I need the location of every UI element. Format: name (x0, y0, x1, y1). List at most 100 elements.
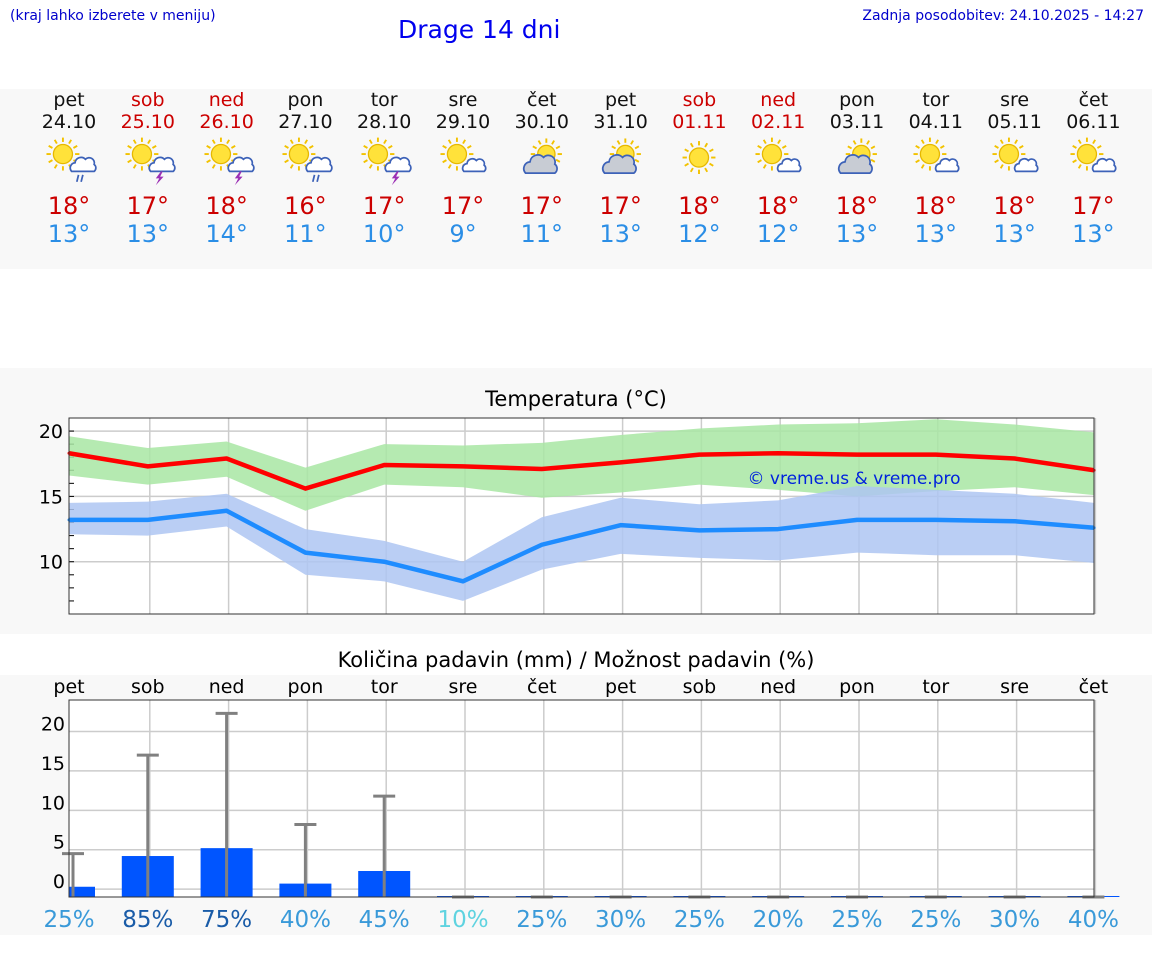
precip-probability-label: 25% (516, 907, 567, 933)
sun-ray (146, 139, 151, 145)
day-date: 03.11 (829, 111, 885, 133)
day-max-temp: 17° (441, 192, 485, 220)
day-max-temp: 17° (520, 192, 564, 220)
sun-shape (440, 137, 474, 171)
min-temp-point (776, 527, 780, 531)
sun-ray (782, 145, 787, 149)
x-category-label: čet (1079, 676, 1109, 698)
sun-disc (689, 147, 710, 168)
sun-ray (634, 145, 639, 150)
sun-ray (48, 145, 53, 149)
sun-ray (466, 145, 472, 149)
precip-probability-label: 25% (910, 907, 961, 933)
day-min-temp: 12° (756, 220, 800, 248)
sun-ray (290, 164, 295, 169)
precip-probability-label: 25% (43, 907, 94, 933)
precipitation-chart-title: Količina padavin (mm) / Možnost padavin … (337, 648, 815, 672)
max-temp-line (68, 451, 1095, 491)
day-name: tor (922, 89, 950, 111)
x-category-label: sre (449, 676, 478, 698)
temperature-chart: 10 15 20 © vreme.us & vreme.pro (39, 417, 1097, 615)
sun-ray (866, 140, 870, 145)
sun-ray (993, 159, 999, 164)
rain-drop (312, 174, 316, 183)
sun-ray (709, 162, 715, 167)
sun-ray (442, 145, 447, 149)
max-temp-point (146, 464, 150, 468)
day-name: pon (839, 89, 875, 111)
day-min-temp: 13° (993, 220, 1036, 248)
day-min-temp: 13° (599, 220, 642, 248)
min-temp-point (540, 543, 544, 547)
min-temp-range-band (69, 485, 1094, 601)
max-temp-point (855, 453, 859, 457)
max-temp-point (303, 487, 307, 491)
page-title: Drage 14 dni (398, 15, 561, 44)
sun-icon (682, 141, 716, 174)
day-max-temp: 18° (205, 192, 248, 220)
sun-cloud-rain-icon (282, 137, 334, 183)
day-column: sre 05.11 18° 13° (976, 89, 1054, 248)
sun-ray (383, 139, 388, 145)
precip-probability-label: 25% (674, 907, 725, 933)
day-date: 30.10 (514, 111, 569, 133)
sun-thunderstorm-icon (125, 137, 176, 186)
day-column: čet 30.10 17° 11° (503, 89, 581, 248)
x-category-label: sre (1000, 676, 1029, 698)
day-column: pon 27.10 16° 11° (266, 89, 344, 248)
x-category-label: sob (131, 676, 165, 698)
min-temp-point (1013, 519, 1017, 523)
day-min-temp: 11° (284, 220, 327, 248)
sun-ray (205, 145, 211, 149)
y-tick-label: 15 (39, 486, 63, 508)
sun-ray (363, 159, 369, 164)
precip-probability-label: 85% (122, 907, 173, 933)
sun-ray (447, 139, 452, 145)
day-column: ned 02.11 18° 12° (739, 89, 817, 248)
day-column: čet 06.11 17° 13° (1054, 89, 1132, 248)
x-category-label: tor (922, 676, 949, 698)
cloud-sun-icon (837, 138, 877, 174)
day-name: pet (53, 89, 85, 111)
sun-ray (757, 145, 763, 149)
last-update: Zadnja posodobitev: 24.10.2025 - 14:27 (862, 8, 1144, 24)
cloud-shape (461, 158, 487, 173)
cloud-shape (384, 156, 412, 173)
x-category-label: sob (683, 676, 717, 698)
y-tick-label: 10 (39, 552, 63, 574)
cloud-shape (601, 154, 637, 174)
max-temp-point (1013, 457, 1017, 461)
day-max-temp: 17° (126, 192, 170, 220)
sun-ray (68, 139, 72, 145)
precip-probability-label: 30% (989, 907, 1040, 933)
day-date: 02.11 (750, 111, 806, 133)
sun-ray (72, 145, 78, 149)
sun-ray (690, 142, 695, 148)
day-min-temp: 10° (362, 220, 406, 248)
sun-ray (205, 159, 211, 164)
day-name: pon (287, 89, 324, 111)
sun-ray (462, 139, 466, 145)
cloud-shape (837, 154, 873, 174)
y-tick-label: 0 (53, 871, 65, 893)
sun-ray (290, 139, 295, 145)
sun-small-cloud-icon (1070, 137, 1117, 173)
sun-ray (363, 145, 369, 149)
sun-ray (777, 139, 782, 145)
sun-ray (847, 145, 853, 150)
max-temp-point (540, 467, 544, 471)
day-max-temp: 17° (599, 192, 642, 220)
sun-shape (46, 137, 80, 171)
lightning-bolt (234, 171, 243, 186)
plot-border (68, 417, 1095, 615)
sun-ray (616, 140, 621, 145)
sun-ray (1097, 145, 1103, 149)
day-date: 04.11 (908, 111, 963, 133)
day-max-temp: 18° (678, 192, 721, 220)
x-category-label: ned (760, 676, 796, 698)
cloud-shape (1013, 158, 1039, 173)
day-max-temp: 18° (914, 192, 958, 220)
max-temp-point (697, 453, 701, 457)
precip-probability-label: 25% (831, 907, 882, 933)
min-temp-point (303, 551, 307, 555)
